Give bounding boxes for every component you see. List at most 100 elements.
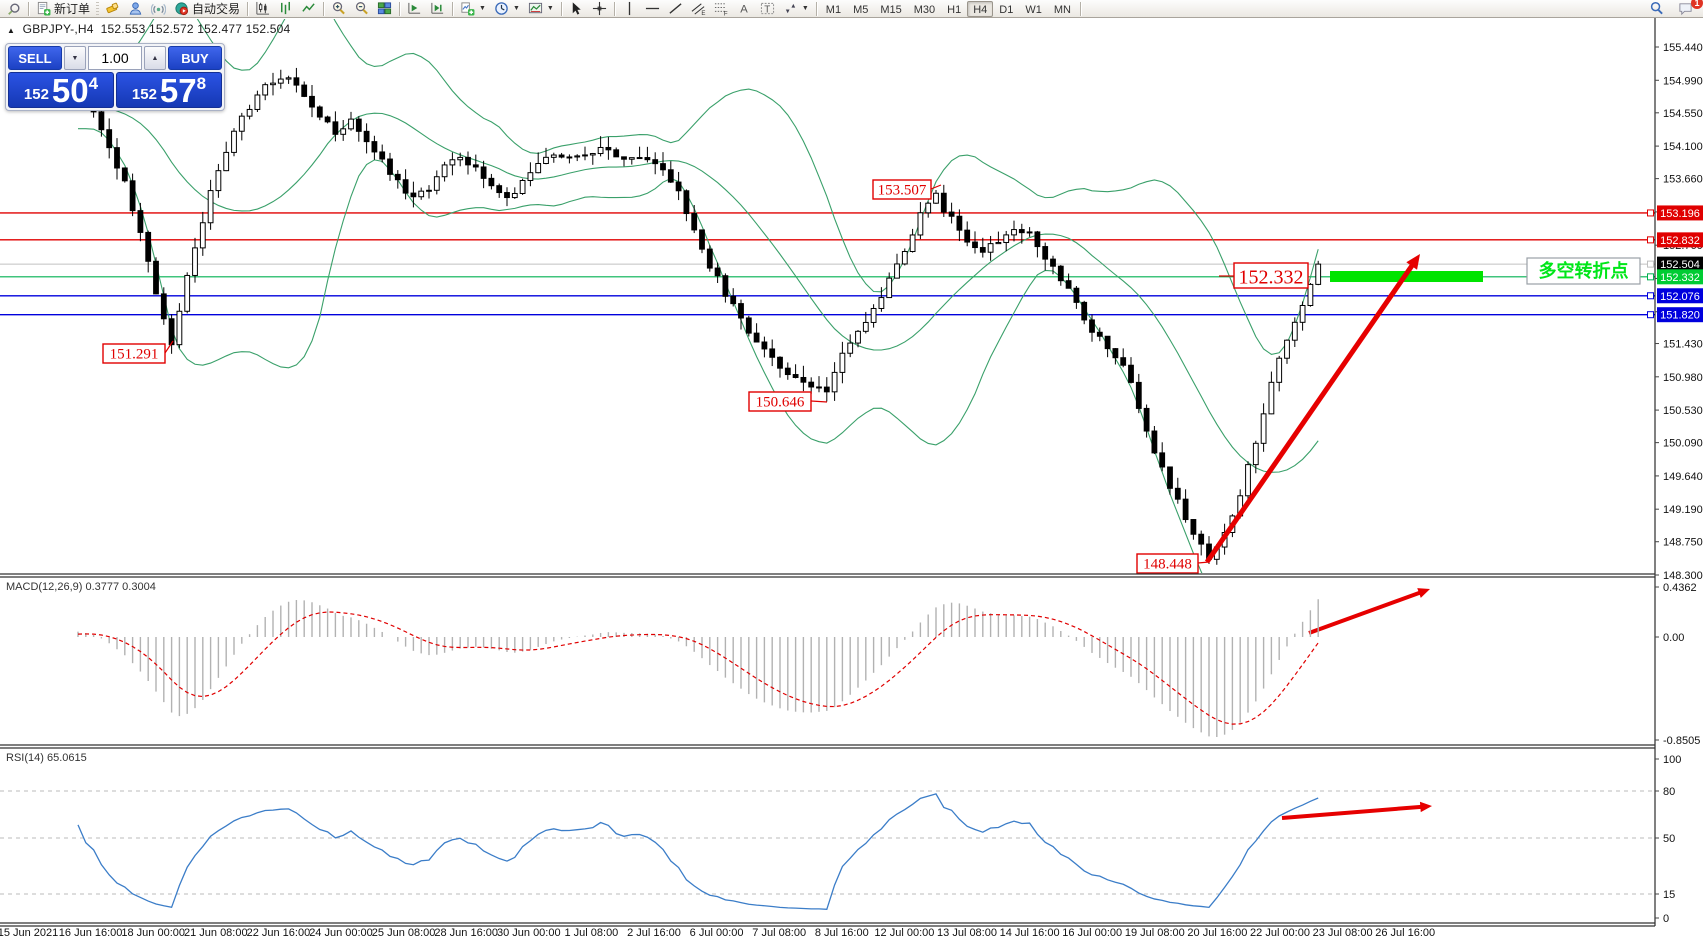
arrows-tool-button[interactable]: ▼ bbox=[779, 1, 813, 17]
new-order-label: 新订单 bbox=[54, 2, 91, 16]
text-tool-button[interactable]: A bbox=[733, 1, 756, 17]
cursor-tool-button[interactable] bbox=[565, 1, 588, 17]
price-axis[interactable]: 155.440154.990154.550154.100153.660153.2… bbox=[1647, 18, 1703, 926]
trendline-tool-button[interactable] bbox=[664, 1, 687, 17]
svg-text:151.291: 151.291 bbox=[110, 347, 159, 363]
svg-text:50: 50 bbox=[1663, 833, 1675, 845]
svg-text:22 Jun 16:00: 22 Jun 16:00 bbox=[247, 927, 311, 939]
sell-price-point: 4 bbox=[88, 74, 99, 93]
bar-chart-button[interactable] bbox=[274, 1, 297, 17]
zoom-in-button[interactable] bbox=[327, 1, 350, 17]
autotrade-icon bbox=[174, 1, 189, 16]
toolbar-separator bbox=[323, 1, 325, 16]
notification-badge: 1 bbox=[1691, 0, 1703, 9]
svg-text:0.4362: 0.4362 bbox=[1663, 582, 1697, 594]
svg-text:154.100: 154.100 bbox=[1663, 141, 1703, 153]
buy-button[interactable]: BUY bbox=[168, 46, 222, 70]
notifications-button[interactable]: 1 bbox=[1674, 0, 1703, 17]
toolbar-separator bbox=[560, 1, 562, 16]
timeframe-button-m5[interactable]: M5 bbox=[853, 3, 869, 16]
autotrade-button[interactable]: 自动交易 bbox=[170, 1, 244, 17]
svg-text:A: A bbox=[740, 3, 748, 15]
svg-text:7 Jul 08:00: 7 Jul 08:00 bbox=[752, 927, 806, 939]
horizontal-line-icon bbox=[645, 1, 660, 16]
svg-text:6 Jul 00:00: 6 Jul 00:00 bbox=[690, 927, 744, 939]
sell-button[interactable]: SELL bbox=[8, 46, 62, 70]
svg-text:150.646: 150.646 bbox=[756, 395, 805, 411]
candle-chart-button[interactable] bbox=[251, 1, 274, 17]
templates-button[interactable]: ▼ bbox=[524, 1, 558, 17]
timeframe-button-d1[interactable]: D1 bbox=[999, 3, 1014, 16]
svg-text:149.190: 149.190 bbox=[1663, 504, 1703, 516]
svg-text:150.980: 150.980 bbox=[1663, 372, 1703, 384]
toolbar-separator bbox=[399, 1, 401, 16]
svg-text:26 Jul 16:00: 26 Jul 16:00 bbox=[1375, 927, 1435, 939]
svg-text:152.076: 152.076 bbox=[1660, 291, 1700, 303]
horizontal-line-tool-button[interactable] bbox=[641, 1, 664, 17]
step-forward-button[interactable] bbox=[403, 1, 426, 17]
svg-text:24 Jun 00:00: 24 Jun 00:00 bbox=[309, 927, 373, 939]
zoom-in-icon bbox=[331, 1, 346, 16]
line-chart-icon bbox=[301, 1, 316, 16]
toolbar-separator bbox=[28, 1, 29, 16]
trendline-icon bbox=[668, 1, 683, 16]
buy-price-point: 8 bbox=[196, 74, 207, 93]
collapse-triangle-icon[interactable]: ▲ bbox=[7, 26, 16, 35]
step-end-icon bbox=[430, 1, 445, 16]
timeframe-button-h4[interactable]: H4 bbox=[967, 0, 994, 17]
step-forward-icon bbox=[407, 1, 422, 16]
line-chart-button[interactable] bbox=[297, 1, 320, 17]
svg-text:152.332: 152.332 bbox=[1239, 267, 1304, 289]
svg-text:153.660: 153.660 bbox=[1663, 174, 1703, 186]
svg-text:148.300: 148.300 bbox=[1663, 570, 1703, 582]
turning-point-text: 多空转折点 bbox=[1539, 260, 1629, 281]
sell-price-display[interactable]: 152 50 4 bbox=[8, 72, 114, 108]
svg-text:-0.8505: -0.8505 bbox=[1663, 735, 1700, 747]
volume-input[interactable]: 1.00 bbox=[88, 46, 142, 70]
svg-text:14 Jul 16:00: 14 Jul 16:00 bbox=[1000, 927, 1060, 939]
svg-text:152.832: 152.832 bbox=[1660, 235, 1700, 247]
text-label-tool-button[interactable]: T bbox=[756, 1, 779, 17]
profile-user-button[interactable] bbox=[124, 1, 147, 17]
one-click-trading-panel: SELL ▼ 1.00 ▲ BUY 152 50 4 152 57 8 bbox=[5, 43, 225, 111]
price-callout-label[interactable] bbox=[102, 343, 166, 364]
timeframe-button-mn[interactable]: MN bbox=[1053, 3, 1071, 16]
vertical-line-tool-button[interactable] bbox=[618, 1, 641, 17]
market-watch-button[interactable] bbox=[2, 1, 25, 17]
zoom-out-button[interactable] bbox=[350, 1, 373, 17]
step-end-button[interactable] bbox=[426, 1, 449, 17]
fibonacci-tool-button[interactable]: F bbox=[710, 1, 733, 17]
svg-text:19 Jul 08:00: 19 Jul 08:00 bbox=[1125, 927, 1185, 939]
svg-text:154.990: 154.990 bbox=[1663, 75, 1703, 87]
price-callout-label[interactable] bbox=[1233, 262, 1309, 289]
price-callout-label[interactable] bbox=[1136, 553, 1199, 574]
timeframe-button-h1[interactable]: H1 bbox=[947, 3, 962, 16]
timeframe-button-m30[interactable]: M30 bbox=[913, 3, 936, 16]
eraser-tool-button[interactable] bbox=[101, 1, 124, 17]
turning-point-label-box[interactable] bbox=[1526, 257, 1641, 285]
timeframe-button-m15[interactable]: M15 bbox=[880, 3, 902, 16]
tile-windows-button[interactable] bbox=[373, 1, 396, 17]
volume-increase-button[interactable]: ▲ bbox=[144, 46, 166, 70]
svg-text:148.750: 148.750 bbox=[1663, 537, 1703, 549]
svg-text:2 Jul 16:00: 2 Jul 16:00 bbox=[627, 927, 681, 939]
symbol-info: ▲ GBPJPY-,H4 152.553 152.572 152.477 152… bbox=[7, 22, 290, 36]
volume-decrease-button[interactable]: ▼ bbox=[64, 46, 86, 70]
crosshair-tool-button[interactable] bbox=[588, 1, 611, 17]
price-callout-label[interactable] bbox=[748, 391, 812, 412]
new-order-button[interactable]: 新订单 bbox=[32, 1, 94, 17]
buy-price-display[interactable]: 152 57 8 bbox=[116, 72, 222, 108]
price-callout-label[interactable] bbox=[872, 179, 932, 200]
periods-button[interactable]: ▼ bbox=[490, 1, 524, 17]
chart-annotations[interactable]: 153.507 151.291 150.646 148.448 152.332 多空转折点 bbox=[102, 179, 1641, 820]
channel-tool-button[interactable]: E bbox=[687, 1, 710, 17]
timeframe-button-w1[interactable]: W1 bbox=[1025, 3, 1042, 16]
chevron-down-icon: ▼ bbox=[546, 5, 554, 12]
search-button[interactable] bbox=[1645, 1, 1668, 17]
signals-button[interactable] bbox=[147, 1, 170, 17]
timeframe-button-m1[interactable]: M1 bbox=[825, 3, 842, 16]
svg-text:12 Jul 00:00: 12 Jul 00:00 bbox=[874, 927, 934, 939]
indicators-button[interactable]: ▼ bbox=[456, 1, 490, 17]
